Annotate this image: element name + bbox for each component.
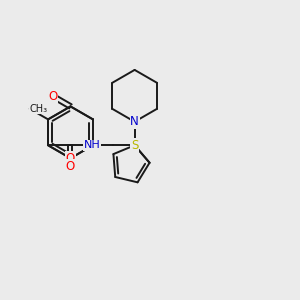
Text: CH₃: CH₃ <box>30 104 48 114</box>
Text: NH: NH <box>84 140 101 150</box>
Text: N: N <box>130 115 139 128</box>
Text: O: O <box>48 90 57 103</box>
Text: S: S <box>131 139 138 152</box>
Text: O: O <box>65 160 75 173</box>
Text: O: O <box>66 152 75 165</box>
